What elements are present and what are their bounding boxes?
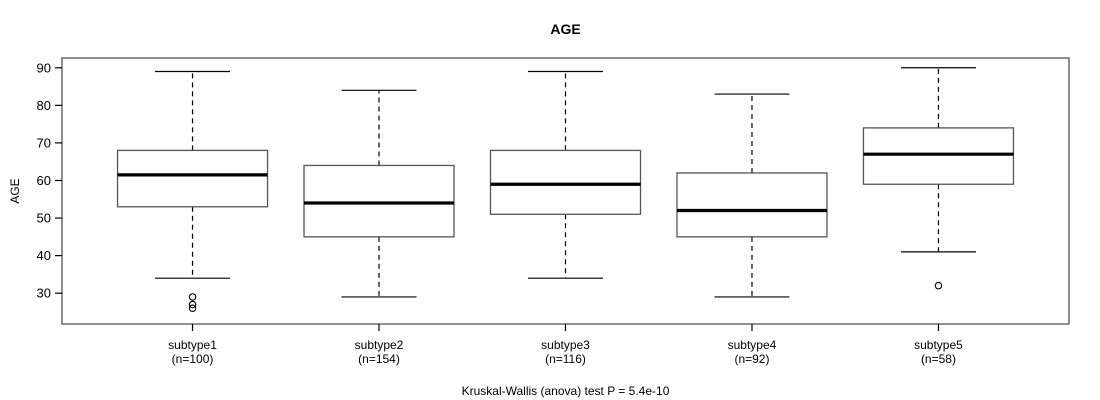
outlier-point — [188, 293, 197, 301]
iqr-box — [489, 149, 642, 215]
outlier-point — [188, 304, 197, 312]
iqr-box — [862, 127, 1015, 185]
x-category-label: subtype1 — [168, 338, 217, 352]
x-n-label: (n=116) — [545, 352, 586, 366]
y-axis-title: AGE — [8, 178, 22, 204]
y-tick-label: 70 — [37, 135, 51, 150]
x-category-label: subtype5 — [914, 338, 963, 352]
y-tick-label: 90 — [37, 60, 51, 75]
x-n-label: (n=92) — [734, 352, 769, 366]
boxplot-group-subtype3: subtype3(n=116) — [489, 70, 642, 366]
x-category-label: subtype3 — [541, 338, 590, 352]
x-category-label: subtype2 — [355, 338, 404, 352]
outlier-point — [934, 281, 943, 290]
chart-title: AGE — [550, 21, 581, 37]
x-n-label: (n=154) — [358, 352, 400, 366]
x-category-label: subtype4 — [728, 338, 777, 352]
y-tick-label: 80 — [37, 98, 51, 113]
iqr-box — [303, 164, 455, 238]
y-tick-label: 60 — [37, 173, 51, 188]
iqr-box — [676, 172, 828, 238]
x-n-label: (n=58) — [921, 352, 956, 366]
iqr-box — [116, 149, 269, 208]
kruskal-wallis-note: Kruskal-Wallis (anova) test P = 5.4e-10 — [461, 384, 670, 398]
boxplot-group-subtype5: subtype5(n=58) — [862, 67, 1015, 366]
y-tick-label: 50 — [37, 211, 51, 226]
y-tick-label: 30 — [37, 286, 51, 301]
x-n-label: (n=100) — [172, 352, 214, 366]
outlier-point — [188, 300, 197, 309]
boxplot-group-subtype4: subtype4(n=92) — [676, 93, 828, 366]
boxplot-group-subtype2: subtype2(n=154) — [303, 89, 455, 366]
y-tick-label: 40 — [37, 248, 51, 263]
boxplot-group-subtype1: subtype1(n=100) — [116, 70, 269, 366]
